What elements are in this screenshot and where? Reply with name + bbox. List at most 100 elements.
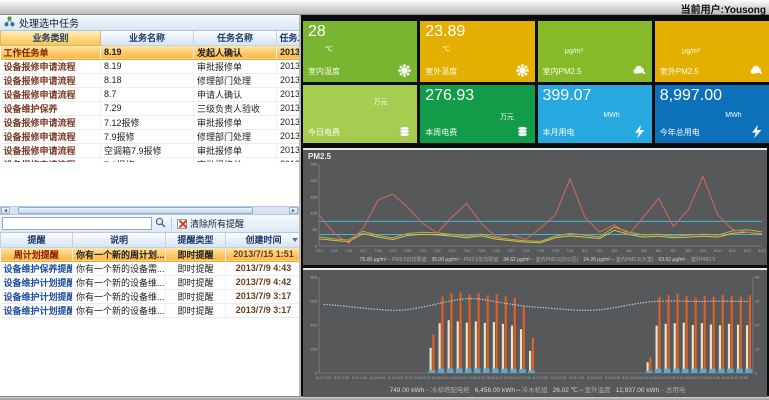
table-row[interactable]: 设备维护计划提醒 你有一个新的设备维... 即时提醒 2013/7/9 3:17 [0,303,299,318]
table-row[interactable]: 设备维护保养提醒 你有一个新的设备需... 即时提醒 2013/7/9 4:43 [0,261,299,276]
table-cell: 2013/7 [276,129,299,144]
scroll-left-arrow[interactable]: ◄ [1,207,10,214]
gear-icon [515,63,530,78]
svg-text:8/12: 8/12 [744,249,751,253]
clear-all-reminders-button[interactable]: 清除所有提醒 [177,217,244,230]
svg-text:0: 0 [315,244,318,249]
column-header[interactable]: 说明 [72,233,166,248]
search-input[interactable] [2,217,152,230]
svg-text:7/14: 7/14 [315,249,322,253]
bolt-icon [632,124,647,139]
tile-label: 今日电费 [308,128,340,137]
legend-item: 35.00 μg/m³ [431,257,459,263]
tile-unit: MWh [603,112,620,120]
tile-label: 室外温度 [425,67,458,76]
svg-text:8-23 4:00: 8-23 4:00 [569,376,584,380]
tile-indoor-pm25[interactable]: μg/m³ 室内PM2.5 [537,21,652,82]
svg-text:8-23 22:00: 8-23 22:00 [731,376,748,380]
svg-text:8-22 12:00: 8-22 12:00 [423,376,440,380]
svg-text:200: 200 [310,347,317,352]
svg-text:8/5: 8/5 [641,249,646,253]
tile-unit: ℃ [325,46,333,53]
sort-caret-icon[interactable] [292,238,298,242]
svg-text:7/26: 7/26 [493,249,500,253]
table-row[interactable]: 设备维护计划提醒 你有一个新的设备维... 即时提醒 2013/7/9 4:42 [0,275,299,290]
column-header[interactable]: 创建时间 [225,233,299,248]
svg-text:8/2: 8/2 [597,249,602,253]
search-icon[interactable] [155,215,166,233]
legend-item: 63.62 μg/m³ [658,257,686,263]
tile-year-electricity-usage[interactable]: 8,997.00 MWh 今年总用电 [654,85,769,143]
svg-text:8-22 22:00: 8-22 22:00 [514,376,531,380]
column-header[interactable]: 业务类别 [0,31,101,46]
table-cell: 8.18 [100,73,194,88]
gear-icon [397,63,412,78]
svg-text:7/19: 7/19 [389,249,396,253]
coins-icon [515,124,530,139]
legend-item: 749.00 kWh [389,387,425,394]
tile-outdoor-pm25[interactable]: μg/m³ 室外PM2.5 [654,21,769,82]
svg-text:40: 40 [755,275,760,280]
scroll-right-arrow[interactable]: ► [289,207,298,214]
svg-text:7/18: 7/18 [374,249,381,253]
task-toolbar: 处理选中任务 [0,15,299,31]
tile-week-electricity-cost[interactable]: 276.93 万元 本周电费 [420,85,535,143]
table-cell: 2013/7/9 4:42 [225,275,299,290]
reminder-searchbar: 清除所有提醒 [0,215,299,233]
table-cell: 2013/8 [276,44,299,60]
pm25-chart-title: PM2.5 [308,152,332,161]
tile-row-1: 28 ℃ 室内温度 23.89 ℃ 室外温度 μg/m³ 室内PM2.5 μg [303,21,769,82]
legend-item: 12,937.00 kWh [615,387,660,394]
horizontal-scrollbar[interactable]: ◄ ► [0,206,299,215]
table-cell: 你有一个新的周计划... [72,246,166,262]
cloud-icon [632,63,647,78]
svg-text:30: 30 [755,299,760,304]
svg-text:8/11: 8/11 [729,249,736,253]
table-cell: 你有一个新的设备需... [72,261,166,276]
column-header[interactable]: 任务发起时间 [276,31,299,46]
svg-text:7/29: 7/29 [537,249,544,253]
table-row[interactable]: 周计划提醒 你有一个新的周计划... 即时提醒 2013/7/15 1:51 [0,246,299,262]
toolbar-separator [171,217,172,230]
energy-chart-legend: 749.00 kWh─冷却塔配电柜 6,456.00 kWh─冷水机组 26.02 … [303,386,767,397]
column-header[interactable]: 提醒 [0,233,73,248]
process-task-button[interactable]: 处理选中任务 [19,19,79,30]
table-cell: 修理部门处理 [193,129,277,144]
task-grid: 业务类别业务名称任务名称任务发起时间 工作任务单8.19发起人确认2013/8设… [0,31,299,162]
legend-item: 冷却塔配电柜 [430,387,470,394]
svg-text:8/10: 8/10 [714,249,721,253]
reminder-grid: 提醒 说明 提醒类型 创建时间 周计划提醒 你有一个新的周计划... 即时提醒 2013/7… [0,233,299,396]
table-cell: 7.12报修 [100,115,194,130]
table-cell: 设备维护计划提醒 [0,303,73,318]
svg-text:7/20: 7/20 [404,249,411,253]
tile-indoor-temperature[interactable]: 28 ℃ 室内温度 [303,21,418,82]
svg-text:250: 250 [310,162,317,167]
legend-item: ─ [578,387,584,394]
tile-outdoor-temperature[interactable]: 23.89 ℃ 室外温度 [420,21,535,82]
tile-today-electricity-cost[interactable]: 万元 今日电费 [303,85,418,143]
table-cell: 三级负责人验收 [193,101,277,116]
table-cell: 设备维护计划提醒 [0,275,73,290]
column-header[interactable]: 业务名称 [100,31,194,46]
column-header[interactable]: 任务名称 [193,31,277,46]
scrollbar-thumb[interactable] [18,207,253,214]
tile-month-electricity-usage[interactable]: 399.07 MWh 本月用电 [537,85,652,143]
column-header[interactable]: 提醒类型 [165,233,226,248]
bolt-icon [749,124,764,139]
svg-text:0: 0 [315,371,318,376]
table-cell: 2013/7 [276,115,299,130]
pm25-chart-legend: 75.00 μg/m³─PM2.5日均限值 35.00 μg/m³─PM2.5年均… [303,256,767,265]
table-row[interactable]: 设备维护计划提醒 你有一个新的设备维... 即时提醒 2013/7/9 3:17 [0,289,299,304]
table-cell: 工作任务单 [0,44,101,60]
tile-label: 室内PM2.5 [542,67,582,76]
table-cell: 8.19 [100,59,194,74]
